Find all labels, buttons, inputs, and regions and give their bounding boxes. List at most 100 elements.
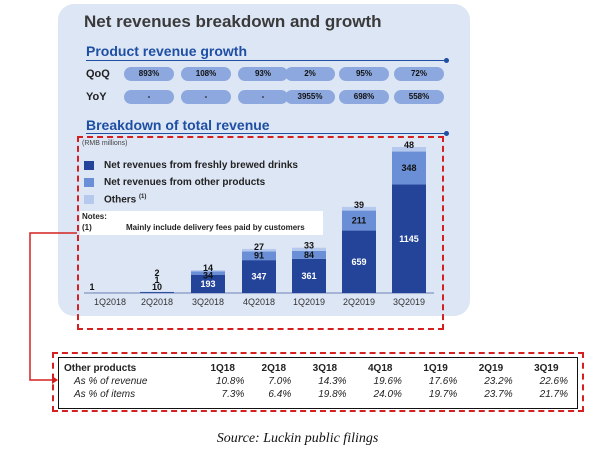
- tick-label-1Q2019: 1Q2019: [293, 297, 325, 307]
- data-label-3Q2019-s0: 1145: [399, 234, 419, 244]
- table-header-7: 3Q19: [534, 363, 559, 374]
- legend-text-drinks: Net revenues from freshly brewed drinks: [104, 160, 298, 171]
- qoq-pill-0: 893%: [124, 67, 174, 81]
- data-label-2Q2019-s0: 659: [351, 257, 366, 267]
- tick-label-3Q2018: 3Q2018: [192, 297, 224, 307]
- notes-box: Notes: (1) Mainly include delivery fees …: [80, 211, 323, 235]
- table-header-6: 2Q19: [478, 363, 504, 374]
- tick-label-3Q2019: 3Q2019: [393, 297, 425, 307]
- yoy-pill-0: -: [124, 90, 174, 104]
- tick-label-2Q2018: 2Q2018: [141, 297, 173, 307]
- bar-3Q2018-s1: [191, 271, 225, 275]
- bar-2Q2019-s1: [342, 210, 376, 231]
- unit-label: (RMB millions): [82, 140, 128, 147]
- table-cell: 21.7%: [539, 389, 568, 400]
- table-frame: [58, 357, 578, 409]
- bar-1Q2019-s2: [292, 247, 326, 251]
- table-cell: 17.6%: [428, 376, 458, 387]
- bar-3Q2018-s2: [191, 270, 225, 272]
- qoq-pill-1: 108%: [181, 67, 231, 81]
- chart-highlight-box: [77, 136, 444, 330]
- bar-2Q2018-s0: [140, 292, 174, 293]
- table-cell: 10.8%: [215, 376, 245, 387]
- table-header-2: 2Q18: [261, 363, 287, 374]
- legend-item-drinks: Net revenues from freshly brewed drinks: [84, 160, 298, 171]
- yoy-pill-2: -: [238, 90, 288, 104]
- bar-2Q2019-s2: [342, 206, 376, 211]
- data-label-2Q2018-s1: 1: [154, 275, 159, 285]
- growth-divider-dot: [444, 58, 449, 63]
- growth-divider: [86, 60, 446, 61]
- data-label-2Q2018-s0: 10: [152, 282, 162, 292]
- yoy-pill-5: 558%: [394, 90, 444, 104]
- table-header-row: Other products 1Q18 2Q18 3Q18 4Q18 1Q19 2Q19 3Q…: [62, 362, 574, 375]
- yoy-pill-4: 698%: [339, 90, 389, 104]
- qoq-pill-5: 72%: [394, 67, 444, 81]
- table-cell: 22.6%: [539, 376, 568, 387]
- table-cell: 19.7%: [428, 389, 458, 400]
- table-cell: 7.0%: [268, 376, 292, 387]
- data-label-3Q2018-s2: 14: [203, 263, 213, 273]
- data-label-3Q2018-s1: 34: [203, 270, 213, 280]
- bar-4Q2018-s2: [242, 248, 276, 252]
- table-header-4: 4Q18: [368, 363, 393, 374]
- data-label-1Q2019-s1: 84: [304, 250, 314, 260]
- bar-3Q2019-s0: [392, 184, 426, 293]
- source-note: Source: Luckin public filings: [216, 431, 379, 446]
- qoq-pill-2: 93%: [238, 67, 288, 81]
- data-label-4Q2018-s0: 347: [251, 272, 266, 282]
- qoq-label: QoQ: [86, 68, 110, 80]
- table-cell: 14.3%: [318, 376, 347, 387]
- bar-2Q2019-s0: [342, 230, 376, 293]
- notes-text: Mainly include delivery fees paid by cus…: [126, 223, 305, 232]
- data-label-3Q2018-s0: 193: [200, 279, 215, 289]
- legend-swatch-others: [84, 195, 94, 205]
- legend-text-others: Others: [104, 194, 137, 206]
- tick-label-1Q2018: 1Q2018: [94, 297, 126, 307]
- table-row: As % of revenue 10.8% 7.0% 14.3% 19.6% 17.6% 2…: [62, 375, 574, 388]
- data-label-1Q2018-s0: 1: [89, 282, 94, 292]
- table-cell: 23.2%: [484, 376, 513, 387]
- tick-label-2Q2019: 2Q2019: [343, 297, 375, 307]
- legend-swatch-other-products: [84, 177, 94, 187]
- yoy-pill-1: -: [181, 90, 231, 104]
- data-label-2Q2018-s2: 2: [154, 268, 159, 278]
- table-cell: 7.3%: [221, 389, 245, 400]
- data-label-1Q2019-s0: 361: [301, 271, 316, 281]
- data-label-3Q2019-s1: 348: [401, 163, 416, 173]
- qoq-pill-3: 2%: [285, 67, 335, 81]
- bar-4Q2018-s0: [242, 260, 276, 293]
- table-highlight-box: [52, 352, 584, 412]
- bar-1Q2019-s0: [292, 258, 326, 293]
- table-cell: 19.8%: [318, 389, 347, 400]
- breakdown-divider-dot: [444, 131, 449, 136]
- legend-footnote-mark: (1): [139, 194, 147, 200]
- table-cell: 6.4%: [268, 389, 292, 400]
- bar-3Q2019-s1: [392, 151, 426, 185]
- table-row: As % of items 7.3% 6.4% 19.8% 24.0% 19.7% 23.7…: [62, 388, 574, 401]
- connector-line: [29, 232, 77, 381]
- legend-item-other-products: Net revenues from other products: [84, 177, 265, 188]
- table-cell: 23.7%: [484, 389, 513, 400]
- bar-1Q2019-s1: [292, 250, 326, 259]
- other-products-table: Other products 1Q18 2Q18 3Q18 4Q18 1Q19 2Q19 3Q…: [62, 362, 574, 401]
- notes-title: Notes:: [82, 212, 107, 221]
- notes-number: (1): [82, 223, 92, 232]
- legend-swatch-drinks: [84, 160, 94, 170]
- table-row-label: As % of items: [74, 389, 136, 400]
- bar-4Q2018-s1: [242, 251, 276, 261]
- table-header-3: 3Q18: [312, 363, 338, 374]
- data-label-2Q2019-s2: 39: [354, 200, 364, 210]
- tick-label-4Q2018: 4Q2018: [243, 297, 275, 307]
- data-label-4Q2018-s2: 27: [254, 242, 264, 252]
- breakdown-heading: Breakdown of total revenue: [86, 117, 270, 133]
- table-header-5: 1Q19: [423, 363, 448, 374]
- table-cell: 19.6%: [373, 376, 402, 387]
- table-header-0: Other products: [64, 363, 137, 374]
- bar-3Q2019-s2: [392, 147, 426, 152]
- data-label-1Q2019-s2: 33: [304, 241, 314, 251]
- breakdown-divider: [86, 133, 446, 134]
- page-title: Net revenues breakdown and growth: [84, 12, 382, 31]
- qoq-pill-4: 95%: [339, 67, 389, 81]
